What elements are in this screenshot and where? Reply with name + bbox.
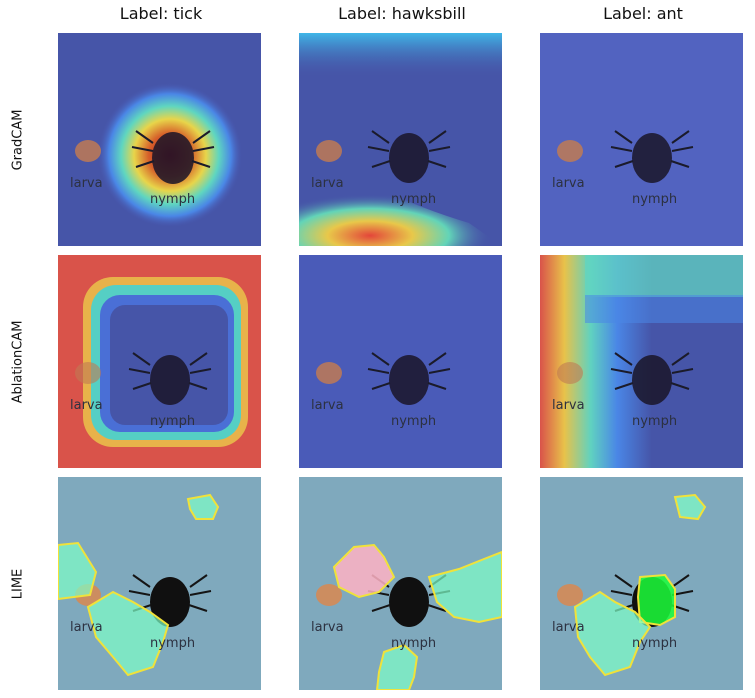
lime-segment [573,590,652,677]
ablationcam-ant-image: larva nymph [540,255,743,468]
larva-specimen [75,140,101,162]
lime-segment [186,493,220,520]
nymph-label: nymph [150,192,195,207]
larva-label: larva [552,176,585,191]
larva-label: larva [70,398,103,413]
nymph-label: nymph [391,636,436,651]
panel-lime-ant: larva nymph [540,477,743,690]
larva-specimen [557,140,583,162]
lime-tick-image: larva nymph [58,477,261,690]
gradcam-ant-image: larva nymph [540,33,743,246]
larva-label: larva [311,176,344,191]
row-label-gradcam: GradCAM [10,109,26,171]
larva-label: larva [311,398,344,413]
panel-gradcam-ant: larva nymph [540,33,743,246]
larva-specimen [557,362,583,384]
larva-specimen [75,362,101,384]
larva-specimen [316,140,342,162]
panel-lime-tick: larva nymph [58,477,261,690]
lime-segment [636,573,676,627]
lime-segment [332,543,396,599]
lime-segment [375,643,419,690]
larva-label: larva [552,620,585,635]
nymph-label: nymph [391,192,436,207]
larva-specimen [316,584,342,606]
tick-specimen [610,130,694,183]
gradcam-hawksbill-image: larva nymph [299,33,502,246]
panel-lime-hawksbill: larva nymph [299,477,502,690]
ablationcam-hawksbill-image: larva nymph [299,255,502,468]
tick-specimen [610,352,694,405]
panel-gradcam-tick: larva nymph [58,33,261,246]
larva-label: larva [70,176,103,191]
tick-specimen [367,130,451,183]
larva-label: larva [311,620,344,635]
nymph-label: nymph [632,414,677,429]
row-label-lime: LIME [10,568,26,600]
larva-label: larva [552,398,585,413]
column-label-ant: Label: ant [603,4,683,23]
tick-specimen [128,352,212,405]
lime-ant-image: larva nymph [540,477,743,690]
lime-hawksbill-image: larva nymph [299,477,502,690]
lime-segment [86,590,170,677]
tick-specimen [131,130,215,184]
lime-segment [673,493,707,521]
column-label-tick: Label: tick [119,4,203,23]
tick-specimen [367,352,451,405]
lime-segment [58,541,98,601]
column-label-hawksbill: Label: hawksbill [338,4,466,23]
panel-gradcam-hawksbill: larva nymph [299,33,502,246]
larva-label: larva [70,620,103,635]
panel-ablationcam-hawksbill: larva nymph [299,255,502,468]
panel-ablationcam-tick: larva nymph [58,255,261,468]
ablationcam-tick-image: larva nymph [58,255,261,468]
gradcam-tick-image: larva nymph [58,33,261,246]
row-label-ablationcam: AblationCAM [10,320,26,404]
nymph-label: nymph [632,636,677,651]
lime-segment [427,550,502,624]
panel-ablationcam-ant: larva nymph [540,255,743,468]
nymph-label: nymph [632,192,677,207]
nymph-label: nymph [150,636,195,651]
nymph-label: nymph [391,414,436,429]
larva-specimen [316,362,342,384]
nymph-label: nymph [150,414,195,429]
larva-specimen [557,584,583,606]
